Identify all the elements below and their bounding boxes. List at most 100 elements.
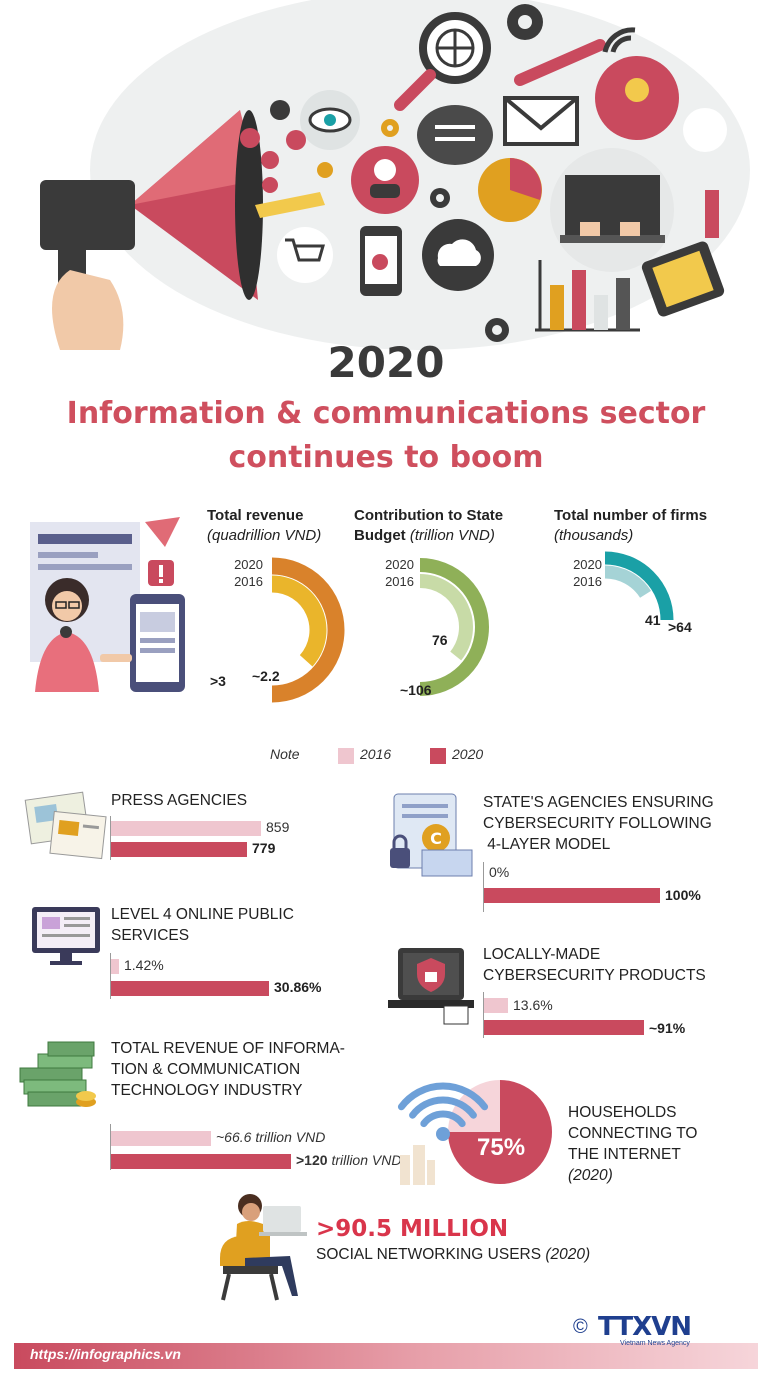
gear-icon: [507, 4, 543, 40]
gear-icon: [317, 162, 333, 178]
households-pie-slice: [448, 1080, 552, 1184]
households-title: HOUSEHOLDS CONNECTING TO THE INTERNET (2…: [568, 1104, 698, 1184]
products-title: LOCALLY-MADE CYBERSECURITY PRODUCTS: [483, 946, 706, 984]
online-bar-2016: [111, 959, 119, 974]
pencil-icon: [255, 192, 325, 218]
monitor-icon: [32, 907, 100, 965]
ict-value-2016: ~66.6 trillion VND: [216, 1129, 326, 1145]
page-year: 2020: [327, 338, 445, 387]
kpi-revenue-year-2016: 2016: [234, 574, 263, 589]
gear-icon: [485, 318, 509, 342]
wifi-icon: [397, 1082, 489, 1141]
kpi-revenue-arc-2020: [271, 557, 345, 703]
products-axis: [483, 992, 484, 1038]
cyber4-title: STATE'S AGENCIES ENSURING CYBERSECURITY …: [483, 794, 714, 853]
kpi-revenue-2016-label: ~2.2: [252, 668, 280, 684]
cybersecurity-document-icon: C: [390, 793, 473, 877]
kpi-firms-title: Total number of firms (thousands): [554, 507, 708, 544]
cyber4-value-2016: 0%: [489, 864, 510, 880]
wifi-icon: [602, 27, 636, 53]
pie-icon: [478, 158, 542, 222]
kpi-firms-donut: [604, 551, 674, 621]
send-icon: [145, 517, 180, 547]
megaphone-icon: [40, 110, 263, 350]
kpi-budget-donut: [419, 558, 489, 696]
press-axis: [110, 816, 111, 860]
legend-label-2020: 2020: [452, 746, 484, 762]
products-value-2016: 13.6%: [513, 997, 553, 1013]
online-title: LEVEL 4 ONLINE PUBLIC SERVICES: [111, 906, 294, 944]
laptop-icon: [550, 148, 674, 272]
press-bar-2020: [111, 842, 247, 857]
kpi-budget-year-2016: 2016: [385, 574, 414, 589]
press-title: PRESS AGENCIES: [111, 792, 248, 809]
pen-icon: [705, 190, 719, 238]
cyber4-bar-2020: [484, 888, 660, 903]
cyber4-value-2020: 100%: [665, 887, 701, 903]
online-value-2020: 30.86%: [274, 979, 322, 995]
products-bar-2016: [484, 998, 508, 1013]
kpi-budget-year-2020: 2020: [385, 557, 414, 572]
press-bar-2016: [111, 821, 261, 836]
kpi-revenue-2020-label: >3: [210, 673, 226, 689]
legend-note: Note: [270, 746, 300, 762]
wrench-icon: [514, 39, 606, 86]
legend-swatch-2020: [430, 748, 446, 764]
page-title: Information & communications sector cont…: [0, 392, 772, 480]
kpi-budget-arc-2016: [419, 574, 473, 661]
hero-illustration: [40, 0, 750, 350]
city-skyline-icon: [400, 1145, 435, 1185]
kpi-firms-year-2020: 2020: [573, 557, 602, 572]
title-line-2: continues to boom: [228, 440, 544, 475]
kpi-firms-2020-label: >64: [668, 619, 692, 635]
social-users-value: >90.5 MILLION: [316, 1216, 509, 1242]
online-bar-2020: [111, 981, 269, 996]
eye-icon: [300, 90, 360, 150]
households-chart: [397, 1080, 552, 1185]
footer-url-link[interactable]: https://infographics.vn: [30, 1346, 181, 1362]
ict-bar-2020: [111, 1154, 291, 1169]
kpi-revenue-donut: [271, 557, 345, 703]
cart-icon: [277, 227, 333, 283]
kpi-firms-year-2016: 2016: [573, 574, 602, 589]
mail-icon: [503, 96, 579, 146]
gear-icon: [430, 188, 450, 208]
network-icon: [240, 128, 306, 193]
legend-label-2016: 2016: [360, 746, 392, 762]
kpi-budget-2016-label: 76: [432, 632, 448, 648]
cyber4-axis: [483, 862, 484, 912]
newspaper-icon: [24, 791, 107, 860]
online-value-2016: 1.42%: [124, 957, 164, 973]
phone-icon: [360, 226, 402, 296]
press-value-2016: 859: [266, 819, 290, 835]
tablet-icon: [641, 241, 725, 317]
social-users-label: SOCIAL NETWORKING USERS (2020): [316, 1246, 591, 1263]
money-stack-icon: [19, 1041, 96, 1107]
copyright-symbol: ©: [573, 1316, 588, 1338]
kpi-firms-arc-2020: [604, 551, 674, 621]
kpi-budget-arc-2020: [419, 558, 489, 696]
ict-value-2020: >120 trillion VND: [296, 1152, 402, 1168]
products-bar-2020: [484, 1020, 644, 1035]
cloud-icon: [422, 219, 494, 291]
chat-icon: [417, 105, 493, 165]
press-value-2020: 779: [252, 840, 276, 856]
products-value-2020: ~91%: [649, 1020, 686, 1036]
user-icon: [351, 146, 419, 214]
kpi-budget-title: Contribution to State Budget (trillion V…: [354, 507, 504, 544]
gear-icon: [381, 119, 399, 137]
legend: Note 2016 2020: [270, 746, 530, 766]
globe-search-icon: [394, 12, 491, 111]
svg-text:C: C: [430, 829, 442, 848]
ict-axis: [110, 1124, 111, 1170]
kpi-revenue-title: Total revenue (quadrillion VND): [207, 507, 322, 544]
kpi-revenue-year-2020: 2020: [234, 557, 263, 572]
ict-bar-2016: [111, 1131, 211, 1146]
bar-chart-icon: [535, 260, 640, 332]
online-axis: [110, 953, 111, 999]
legend-swatch-2016: [338, 748, 354, 764]
kpi-budget-2020-label: ~106: [400, 682, 432, 698]
kpi-firms-arc-2016: [604, 565, 652, 599]
play-icon: [270, 100, 290, 120]
person-laptop-illustration: [220, 1194, 307, 1301]
